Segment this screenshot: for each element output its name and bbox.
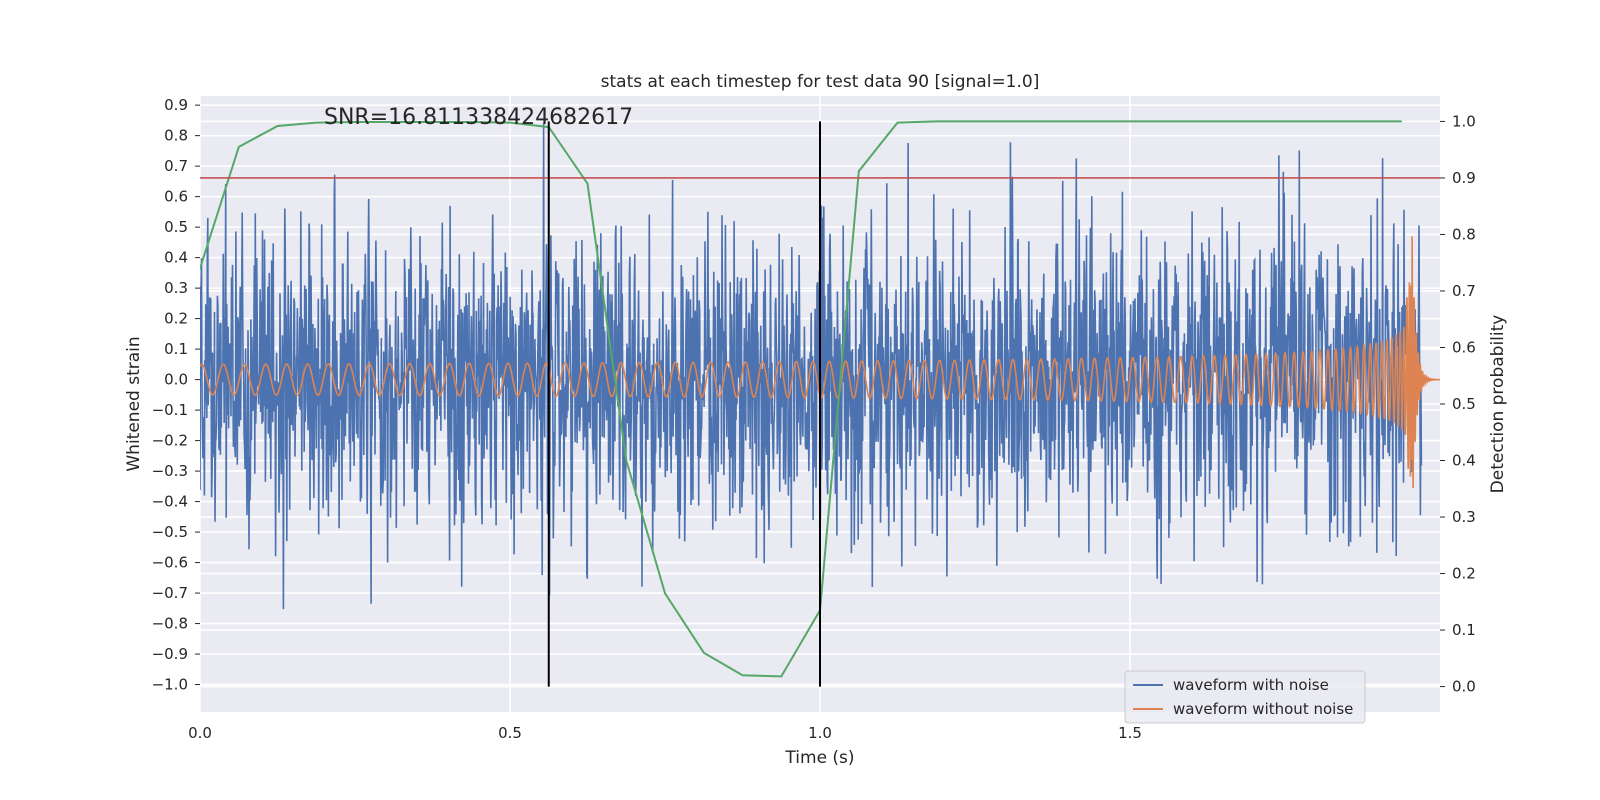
y-tick-label: 0.8 bbox=[164, 127, 188, 145]
probability-point bbox=[1323, 120, 1325, 123]
y-tick-label: −0.4 bbox=[152, 493, 188, 511]
probability-point bbox=[935, 120, 938, 123]
y-tick-label: −0.5 bbox=[152, 523, 188, 541]
y-tick-label: −0.3 bbox=[152, 462, 188, 480]
y-tick-label: −0.2 bbox=[152, 432, 188, 450]
probability-point bbox=[354, 121, 356, 123]
x-axis-label: Time (s) bbox=[784, 748, 854, 768]
probability-point bbox=[974, 120, 976, 123]
series-layer bbox=[200, 120, 1440, 687]
y2-tick-label: 1.0 bbox=[1452, 112, 1476, 130]
probability-point bbox=[1013, 120, 1015, 123]
y2-tick-label: 0.0 bbox=[1452, 678, 1476, 696]
probability-point bbox=[1361, 120, 1364, 123]
y-tick-label: −0.9 bbox=[152, 645, 188, 663]
legend: waveform with noise waveform without nois… bbox=[1124, 670, 1366, 724]
probability-point bbox=[625, 459, 628, 462]
x-tick-label: 1.5 bbox=[1118, 724, 1142, 742]
y2-tick-label: 0.5 bbox=[1452, 395, 1476, 413]
y-tick-label: 0.6 bbox=[164, 188, 188, 206]
probability-point bbox=[1400, 120, 1403, 123]
probability-point bbox=[1168, 120, 1170, 123]
probability-point bbox=[470, 121, 473, 123]
probability-point bbox=[200, 267, 201, 270]
y2-tick-label: 0.6 bbox=[1452, 338, 1476, 356]
probability-point bbox=[741, 674, 744, 677]
probability-point bbox=[431, 121, 434, 123]
probability-point bbox=[1129, 120, 1131, 123]
y-tick-label: −0.8 bbox=[152, 615, 188, 633]
y2-axis-label: Detection probability bbox=[1488, 315, 1508, 494]
y-tick-label: −0.1 bbox=[152, 401, 188, 419]
legend-box bbox=[1124, 670, 1366, 724]
probability-point bbox=[238, 146, 240, 148]
legend-entry: waveform without noise bbox=[1173, 700, 1353, 718]
y2-tick-label: 0.9 bbox=[1452, 169, 1476, 187]
probability-point bbox=[586, 182, 589, 185]
y-tick-label: −1.0 bbox=[152, 676, 188, 694]
probability-point bbox=[1206, 120, 1209, 123]
probability-point bbox=[509, 121, 511, 124]
y-tick-label: −0.6 bbox=[152, 554, 188, 572]
probability-point bbox=[780, 675, 783, 678]
probability-point bbox=[315, 121, 318, 124]
series-waveform-with-noise bbox=[200, 123, 1423, 610]
y2-tick-label: 0.8 bbox=[1452, 225, 1476, 243]
y-tick-label: 0.9 bbox=[164, 96, 188, 114]
y-tick-label: 0.5 bbox=[164, 218, 188, 236]
x-tick-label: 1.0 bbox=[808, 724, 832, 742]
y-axis-label: Whitened strain bbox=[124, 336, 144, 471]
probability-point bbox=[1245, 120, 1248, 123]
probability-point bbox=[896, 121, 899, 124]
probability-point bbox=[1090, 120, 1093, 123]
y-tick-label: −0.7 bbox=[152, 584, 188, 602]
chart-title: stats at each timestep for test data 90 … bbox=[601, 72, 1040, 92]
y2-tick-label: 0.1 bbox=[1452, 621, 1476, 639]
y2-tick-label: 0.7 bbox=[1452, 282, 1476, 300]
ticks: 0.0 0.5 1.0 1.5 −1.0 −0.9 −0.8 −0.7 −0.6 −0.5 −0.4… bbox=[152, 96, 1476, 742]
legend-entry: waveform with noise bbox=[1173, 676, 1329, 694]
y-tick-label: 0.0 bbox=[164, 371, 188, 389]
y-tick-label: 0.7 bbox=[164, 157, 188, 175]
probability-point bbox=[664, 592, 666, 595]
x-tick-label: 0.5 bbox=[498, 724, 522, 742]
probability-point bbox=[1051, 120, 1054, 123]
y2-tick-label: 0.3 bbox=[1452, 508, 1476, 526]
x-tick-label: 0.0 bbox=[188, 724, 212, 742]
y-tick-label: 0.4 bbox=[164, 249, 188, 267]
y-tick-label: 0.3 bbox=[164, 279, 188, 297]
probability-point bbox=[393, 121, 395, 123]
y2-tick-label: 0.2 bbox=[1452, 565, 1476, 583]
probability-point bbox=[276, 125, 279, 127]
probability-point bbox=[858, 170, 860, 172]
y-tick-label: 0.2 bbox=[164, 310, 188, 328]
y2-tick-label: 0.4 bbox=[1452, 452, 1476, 470]
probability-point bbox=[703, 651, 705, 654]
y-tick-label: 0.1 bbox=[164, 340, 188, 358]
snr-annotation: SNR=16.811338424682617 bbox=[324, 105, 633, 130]
series-detection-probability bbox=[200, 120, 1402, 678]
probability-point bbox=[1284, 120, 1286, 123]
